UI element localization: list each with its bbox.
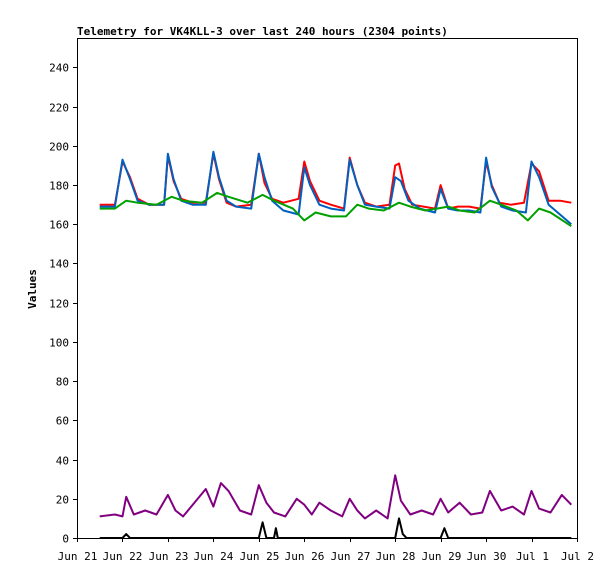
y-tick-label: 100 <box>49 337 69 350</box>
chart-title: Telemetry for VK4KLL-3 over last 240 hou… <box>77 25 448 38</box>
x-axis: Jun 21 Jun 22 Jun 23 Jun 24 Jun 25 Jun 26 Jun … <box>58 538 594 563</box>
series-line-5 <box>99 517 572 539</box>
x-tick-label: Jun 30 <box>467 550 507 563</box>
y-tick-label: 240 <box>49 62 69 75</box>
y-tick-label: 160 <box>49 219 69 232</box>
series-line-3 <box>99 191 572 228</box>
x-tick-label: Jun 24 <box>194 550 234 563</box>
y-tick-label: 120 <box>49 298 69 311</box>
y-tick-label: 180 <box>49 180 69 193</box>
x-tick-label: Jun 23 <box>149 550 189 563</box>
y-tick-label: 60 <box>56 415 69 428</box>
y-tick-label: 20 <box>56 494 69 507</box>
series-line-2 <box>99 150 572 226</box>
y-tick-label: 140 <box>49 258 69 271</box>
y-axis-label: Values <box>26 269 39 309</box>
x-tick-label: Jun 25 <box>240 550 280 563</box>
x-tick-label: Jul 1 <box>516 550 549 563</box>
series-line-4 <box>99 474 573 520</box>
x-tick-label: Jun 29 <box>422 550 462 563</box>
y-tick-label: 40 <box>56 455 69 468</box>
x-tick-label: Jul 2 <box>561 550 594 563</box>
x-tick-label: Jun 28 <box>376 550 416 563</box>
x-tick-label: Jun 21 <box>58 550 98 563</box>
series-layer <box>99 150 573 539</box>
y-axis: 0 20 40 60 80 100 120 140 160 180 200 220 240 <box>49 62 77 546</box>
y-tick-label: 200 <box>49 141 69 154</box>
plot-frame <box>77 38 578 539</box>
y-tick-label: 220 <box>49 102 69 115</box>
x-tick-label: Jun 26 <box>285 550 325 563</box>
y-tick-label: 0 <box>62 533 69 546</box>
x-tick-label: Jun 22 <box>103 550 143 563</box>
x-tick-label: Jun 27 <box>331 550 371 563</box>
y-tick-label: 80 <box>56 376 69 389</box>
